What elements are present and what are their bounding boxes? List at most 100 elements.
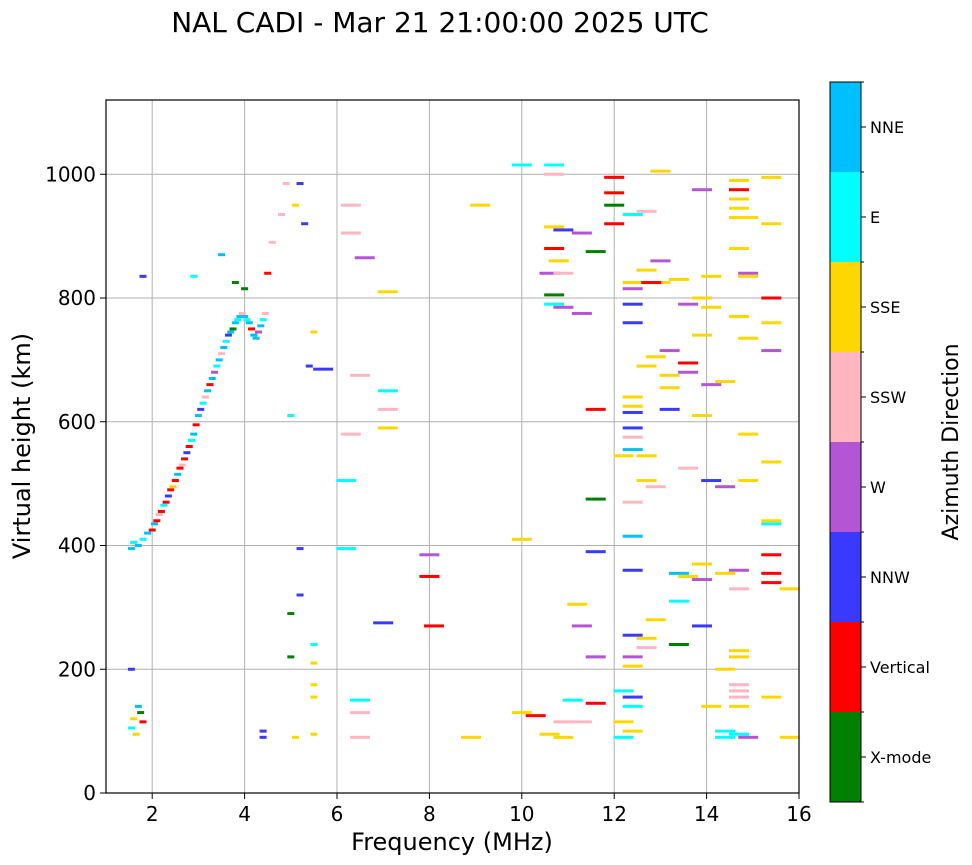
echo-point (622, 500, 643, 504)
echo-point (650, 259, 671, 263)
echo-point (310, 732, 318, 736)
echo-point (738, 432, 759, 436)
echo-point (761, 296, 782, 300)
echo-point (678, 466, 699, 470)
echo-point (645, 355, 666, 359)
echo-point (419, 553, 440, 557)
echo-point (183, 451, 191, 455)
echo-point (636, 636, 657, 640)
echo-point (336, 479, 357, 483)
echo-point (553, 735, 574, 739)
echo-point (259, 729, 267, 733)
echo-point (728, 695, 749, 699)
echo-point (305, 364, 313, 368)
echo-point (282, 182, 290, 186)
echo-point (779, 587, 800, 591)
echo-point (728, 689, 749, 693)
echo-point (659, 386, 680, 390)
echo-point (622, 410, 643, 414)
echo-point (213, 364, 221, 368)
echo-point (715, 380, 736, 384)
echo-point (691, 296, 712, 300)
echo-point (287, 655, 295, 659)
echo-point (254, 330, 262, 334)
echo-point (571, 231, 592, 235)
echo-point (287, 414, 295, 418)
echo-point (668, 599, 689, 603)
y-tick-label: 200 (58, 657, 96, 681)
colorbar-tick-label: W (870, 478, 886, 497)
echo-point (310, 683, 318, 687)
echo-point (761, 695, 782, 699)
echo-point (291, 735, 299, 739)
echo-point (715, 485, 736, 489)
echo-point (585, 250, 606, 254)
echo-point (691, 188, 712, 192)
echo-point (190, 274, 198, 278)
echo-point (164, 494, 172, 498)
echo-point (728, 247, 749, 250)
colorbar-tick-label: SSW (870, 388, 906, 407)
echo-point (571, 624, 592, 628)
plot-frame (105, 99, 800, 794)
colorbar-block-sse (830, 262, 861, 352)
echo-point (622, 281, 643, 285)
echo-point (460, 735, 481, 739)
echo-point (715, 735, 736, 739)
echo-point (236, 315, 244, 319)
echo-point (278, 212, 286, 216)
echo-point (139, 537, 147, 541)
plot-background (106, 100, 799, 793)
echo-point (245, 321, 253, 325)
echo-point (206, 383, 214, 387)
echo-point (201, 395, 209, 399)
echo-point (127, 547, 135, 551)
echo-point (544, 293, 565, 297)
echo-point (350, 373, 371, 377)
echo-point (668, 277, 689, 281)
echo-point (622, 287, 643, 291)
echo-point (511, 163, 532, 167)
echo-point (204, 389, 212, 393)
echo-point (622, 704, 643, 708)
echo-point (139, 720, 147, 724)
echo-point (622, 655, 643, 659)
echo-point (728, 206, 749, 210)
colorbar-block-w (830, 442, 861, 532)
echo-point (636, 268, 657, 272)
echo-point (218, 253, 225, 257)
y-axis-label: Virtual height (km) (8, 333, 36, 559)
echo-point (678, 361, 699, 365)
echo-point (701, 305, 722, 309)
echo-point (539, 732, 560, 736)
echo-point (728, 568, 749, 572)
echo-point (259, 318, 267, 322)
echo-point (224, 333, 232, 337)
echo-point (127, 726, 135, 730)
echo-point (132, 732, 140, 736)
echo-point (761, 581, 782, 585)
echo-point (511, 711, 532, 715)
colorbar-block-vertical (830, 622, 861, 712)
echo-point (139, 274, 147, 278)
echo-point (162, 500, 170, 504)
echo-point (544, 172, 565, 176)
echo-point (613, 454, 634, 458)
colorbar-block-ssw (830, 352, 861, 442)
echo-point (153, 519, 161, 523)
echo-point (137, 711, 145, 715)
echo-point (259, 735, 267, 739)
echo-point (211, 370, 219, 374)
y-tick-label: 800 (58, 286, 96, 310)
echo-point (424, 624, 445, 628)
echo-point (296, 182, 304, 186)
colorbar-tick-label: E (870, 208, 880, 227)
echo-point (636, 454, 657, 458)
echo-point (155, 513, 163, 517)
echo-point (622, 426, 643, 430)
echo-point (151, 522, 159, 526)
echo-point (622, 302, 643, 306)
echo-point (761, 321, 782, 325)
echo-point (350, 735, 371, 739)
echo-point (585, 701, 606, 705)
